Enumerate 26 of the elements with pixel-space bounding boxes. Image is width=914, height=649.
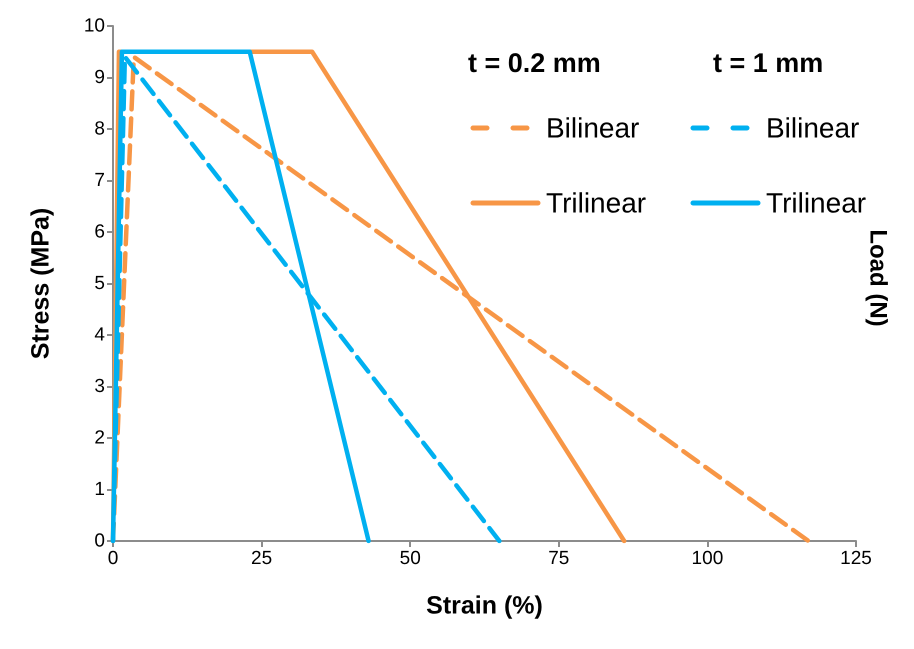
y-tick-label: 10 [84, 16, 105, 36]
y-tick-label: 7 [94, 170, 105, 191]
x-tick-label: 25 [251, 548, 272, 569]
x-axis-title: Strain (%) [426, 592, 543, 620]
y-tick-label: 0 [94, 530, 105, 552]
y-tick-label: 5 [94, 273, 105, 294]
y-tick-label: 6 [94, 222, 105, 242]
y-tick-label: 9 [94, 67, 105, 88]
x-tick-label: 100 [692, 548, 724, 569]
x-tick-label: 50 [400, 548, 421, 569]
x-tick-label: 75 [548, 548, 570, 569]
y-tick-label: 4 [94, 324, 106, 346]
x-tick-label: 0 [108, 548, 118, 569]
y-tick-label: 2 [94, 428, 105, 448]
legend-label: Bilinear [766, 112, 860, 144]
y-tick-label: 8 [94, 118, 105, 140]
x-tick-label: 125 [840, 548, 872, 569]
legend-label: Trilinear [546, 188, 646, 218]
legend-label: Bilinear [546, 112, 640, 144]
annotation: t = 0.2 mm [468, 48, 601, 78]
y2-axis-title: Load (N) [864, 229, 892, 327]
y-tick-label: 1 [94, 479, 105, 500]
legend-label: Trilinear [766, 188, 866, 218]
y-tick-label: 3 [94, 376, 105, 397]
y-axis-title: Stress (MPa) [26, 208, 54, 360]
annotation: t = 1 mm [713, 48, 824, 78]
